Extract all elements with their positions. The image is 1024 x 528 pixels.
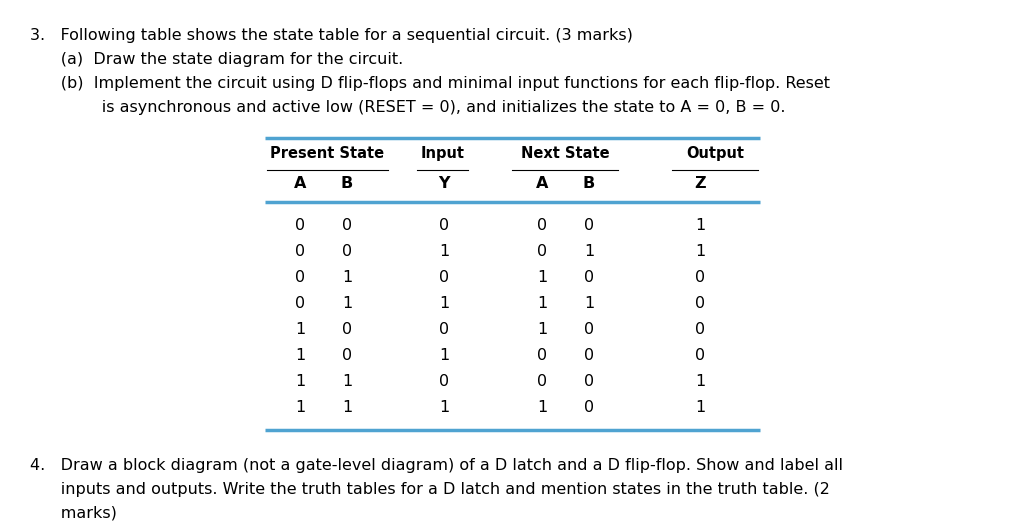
- Text: 0: 0: [342, 322, 352, 337]
- Text: inputs and outputs. Write the truth tables for a D latch and mention states in t: inputs and outputs. Write the truth tabl…: [30, 482, 829, 497]
- Text: 0: 0: [439, 218, 450, 233]
- Text: Input: Input: [421, 146, 465, 161]
- Text: 1: 1: [439, 244, 450, 259]
- Text: 1: 1: [295, 322, 305, 337]
- Text: 0: 0: [295, 296, 305, 311]
- Text: 0: 0: [695, 322, 706, 337]
- Text: 0: 0: [439, 374, 450, 389]
- Text: 1: 1: [584, 296, 594, 311]
- Text: B: B: [341, 176, 353, 191]
- Text: 1: 1: [295, 374, 305, 389]
- Text: Next State: Next State: [520, 146, 609, 161]
- Text: 1: 1: [695, 374, 706, 389]
- Text: 0: 0: [695, 348, 706, 363]
- Text: 0: 0: [537, 244, 547, 259]
- Text: 1: 1: [342, 270, 352, 285]
- Text: 1: 1: [695, 218, 706, 233]
- Text: Present State: Present State: [270, 146, 385, 161]
- Text: 1: 1: [439, 400, 450, 415]
- Text: 0: 0: [439, 322, 450, 337]
- Text: 0: 0: [584, 218, 594, 233]
- Text: 0: 0: [295, 270, 305, 285]
- Text: 0: 0: [537, 218, 547, 233]
- Text: 1: 1: [295, 400, 305, 415]
- Text: 0: 0: [537, 348, 547, 363]
- Text: Z: Z: [694, 176, 706, 191]
- Text: 1: 1: [537, 270, 547, 285]
- Text: (a)  Draw the state diagram for the circuit.: (a) Draw the state diagram for the circu…: [30, 52, 403, 67]
- Text: 0: 0: [295, 218, 305, 233]
- Text: is asynchronous and active low (RESET = 0), and initializes the state to A = 0, : is asynchronous and active low (RESET = …: [30, 100, 785, 115]
- Text: 0: 0: [584, 374, 594, 389]
- Text: Output: Output: [686, 146, 744, 161]
- Text: 1: 1: [439, 348, 450, 363]
- Text: 1: 1: [695, 244, 706, 259]
- Text: 1: 1: [342, 400, 352, 415]
- Text: 0: 0: [342, 348, 352, 363]
- Text: 0: 0: [439, 270, 450, 285]
- Text: 4.   Draw a block diagram (not a gate-level diagram) of a D latch and a D flip-f: 4. Draw a block diagram (not a gate-leve…: [30, 458, 843, 473]
- Text: 0: 0: [342, 244, 352, 259]
- Text: 0: 0: [584, 322, 594, 337]
- Text: 0: 0: [584, 270, 594, 285]
- Text: 1: 1: [537, 322, 547, 337]
- Text: 1: 1: [537, 296, 547, 311]
- Text: A: A: [294, 176, 306, 191]
- Text: 1: 1: [342, 374, 352, 389]
- Text: 1: 1: [695, 400, 706, 415]
- Text: 0: 0: [295, 244, 305, 259]
- Text: 1: 1: [584, 244, 594, 259]
- Text: 0: 0: [695, 296, 706, 311]
- Text: 0: 0: [537, 374, 547, 389]
- Text: 0: 0: [584, 348, 594, 363]
- Text: 1: 1: [295, 348, 305, 363]
- Text: 0: 0: [695, 270, 706, 285]
- Text: A: A: [536, 176, 548, 191]
- Text: marks): marks): [30, 506, 117, 521]
- Text: 0: 0: [584, 400, 594, 415]
- Text: 3.   Following table shows the state table for a sequential circuit. (3 marks): 3. Following table shows the state table…: [30, 28, 633, 43]
- Text: Y: Y: [438, 176, 450, 191]
- Text: 1: 1: [342, 296, 352, 311]
- Text: 1: 1: [439, 296, 450, 311]
- Text: 0: 0: [342, 218, 352, 233]
- Text: B: B: [583, 176, 595, 191]
- Text: (b)  Implement the circuit using D flip-flops and minimal input functions for ea: (b) Implement the circuit using D flip-f…: [30, 76, 830, 91]
- Text: 1: 1: [537, 400, 547, 415]
